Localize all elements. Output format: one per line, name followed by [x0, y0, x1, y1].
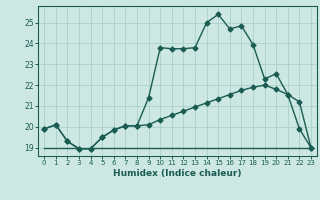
- X-axis label: Humidex (Indice chaleur): Humidex (Indice chaleur): [113, 169, 242, 178]
